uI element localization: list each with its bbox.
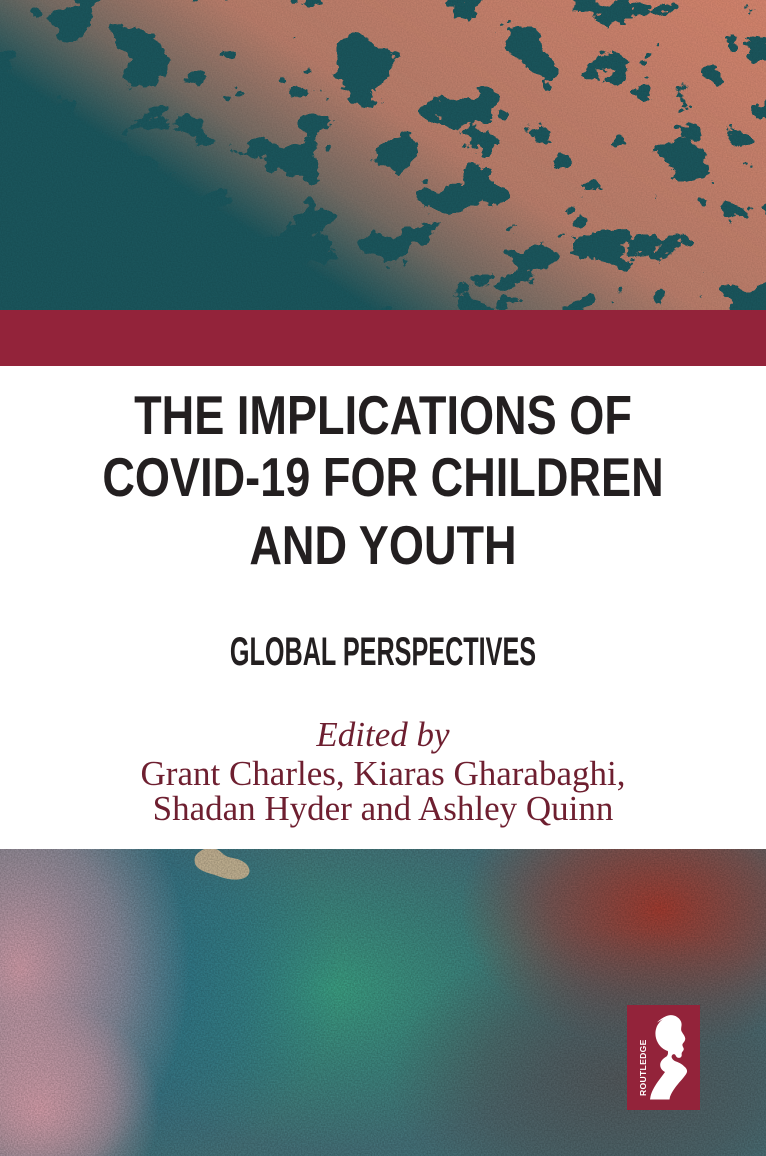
svg-text:ROUTLEDGE: ROUTLEDGE: [638, 1039, 648, 1096]
